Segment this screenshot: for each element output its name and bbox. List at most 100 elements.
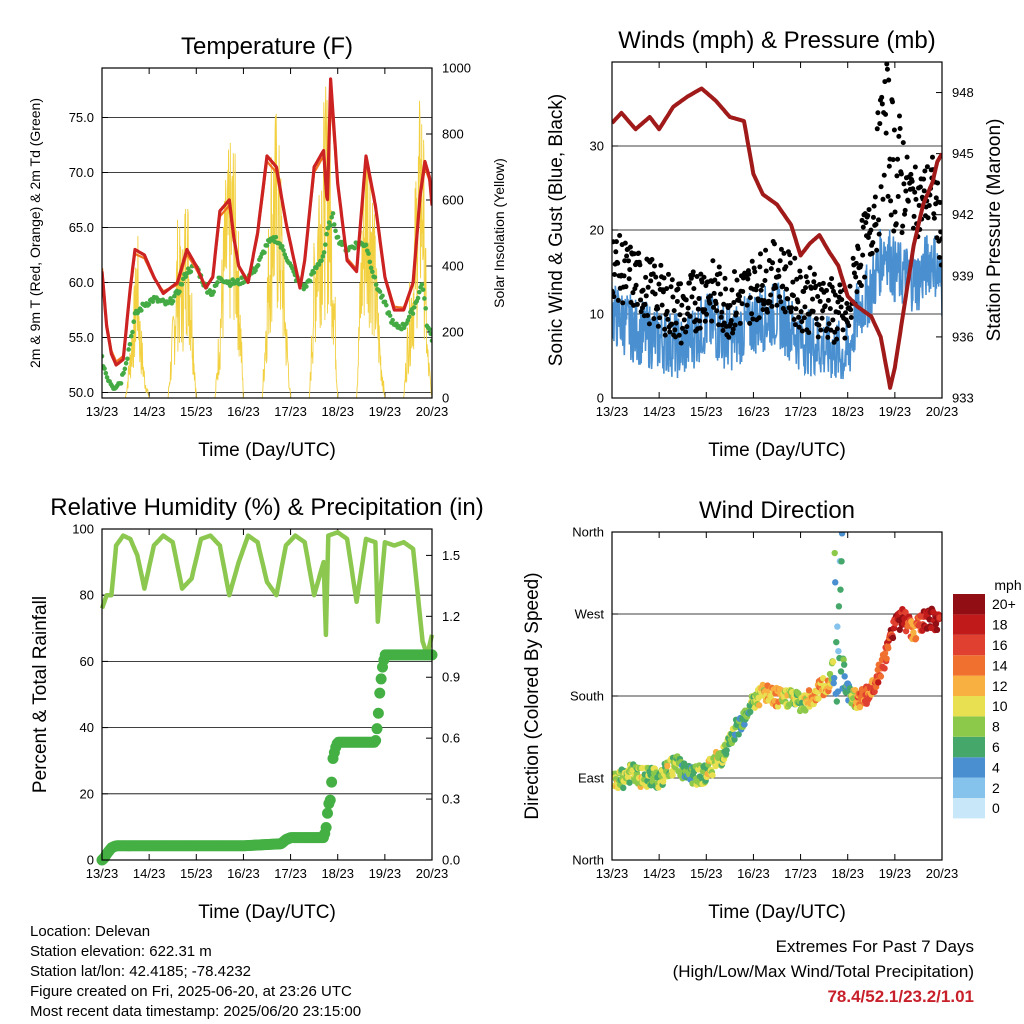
direction-point <box>834 688 842 695</box>
gust-point <box>882 79 888 85</box>
gust-point <box>912 189 918 195</box>
dewpoint-point <box>127 341 133 347</box>
gust-point <box>834 336 840 342</box>
gust-point <box>938 262 942 268</box>
sonic-wind-line <box>612 228 942 380</box>
legend-swatch <box>953 696 985 717</box>
gust-point <box>829 284 835 290</box>
x-tick-label: 14/23 <box>133 866 166 881</box>
x-tick-label: 13/23 <box>86 866 119 881</box>
gust-point <box>880 196 886 202</box>
gust-point <box>739 301 745 307</box>
direction-point <box>933 626 941 634</box>
direction-point <box>747 708 754 716</box>
y-tick-label: North <box>572 853 604 868</box>
dewpoint-point <box>377 289 383 294</box>
gust-point <box>931 215 937 221</box>
gust-point <box>792 322 798 328</box>
gust-point <box>866 207 872 213</box>
direction-point <box>837 668 845 675</box>
gust-point <box>874 247 880 253</box>
gust-point <box>623 284 629 290</box>
dewpoint-point <box>103 370 109 376</box>
y-tick-label-right: 0.0 <box>442 853 460 868</box>
dewpoint-point <box>121 370 126 376</box>
direction-point <box>831 549 838 557</box>
gust-point <box>865 234 871 240</box>
dewpoint-point <box>102 366 107 371</box>
gust-point <box>622 240 628 246</box>
y-axis-label: 2m & 9m T (Red, Orange) & 2m Td (Green) <box>27 98 43 368</box>
gust-point <box>921 188 927 194</box>
y-tick-label-right: 0.6 <box>442 731 460 746</box>
gust-point <box>895 156 901 162</box>
gust-point <box>789 305 795 311</box>
x-tick-label: 16/23 <box>227 866 260 881</box>
dewpoint-point <box>279 243 285 249</box>
dewpoint-point <box>419 282 425 287</box>
gust-point <box>731 269 737 275</box>
gust-point <box>879 94 885 100</box>
y-tick-label: 0 <box>87 853 94 868</box>
gust-point <box>764 309 770 315</box>
gust-point <box>729 287 735 293</box>
gust-point <box>791 293 796 299</box>
gust-point <box>664 308 670 314</box>
gust-point <box>839 297 845 303</box>
gust-point <box>702 318 708 324</box>
gust-point <box>687 313 693 319</box>
gust-point <box>655 323 661 329</box>
gust-point <box>750 316 756 322</box>
chart-title: Temperature (F) <box>181 33 353 60</box>
gust-point <box>717 271 723 277</box>
y-tick-label: 55.0 <box>69 330 94 345</box>
gust-point <box>643 293 649 299</box>
dewpoint-point <box>330 211 336 216</box>
gust-point <box>929 154 935 160</box>
x-tick-label: 17/23 <box>784 866 817 881</box>
x-tick-label: 16/23 <box>737 404 770 419</box>
gust-point <box>655 306 661 312</box>
panel-humidity: Relative Humidity (%) & Precipitation (i… <box>30 494 484 923</box>
gust-point <box>876 231 882 237</box>
gust-point <box>721 301 727 307</box>
legend-label: 4 <box>992 759 1000 775</box>
gust-point <box>643 274 649 280</box>
dewpoint-point <box>118 381 124 386</box>
speed-legend: mph 0 2 4 6 8 10 12 14 16 18 20+ <box>953 577 1022 819</box>
dewpoint-point <box>367 259 373 265</box>
direction-point <box>840 656 847 663</box>
gust-point <box>667 329 673 335</box>
legend-label: 2 <box>992 780 1000 796</box>
dewpoint-point <box>130 329 135 335</box>
gust-point <box>671 308 677 314</box>
gust-point <box>848 315 854 321</box>
y-tick-label: 10 <box>590 307 604 322</box>
gust-point <box>709 318 715 324</box>
direction-point <box>624 773 632 781</box>
gust-point <box>651 316 657 322</box>
y-tick-label-right: 400 <box>442 259 464 274</box>
gust-point <box>801 315 807 321</box>
dewpoint-point <box>125 356 130 362</box>
gust-point <box>636 250 642 256</box>
gust-point <box>638 309 644 315</box>
gust-point <box>631 251 637 257</box>
gust-point <box>834 326 840 332</box>
gust-point <box>679 325 685 331</box>
gust-point <box>685 305 691 311</box>
direction-point <box>883 655 890 662</box>
dewpoint-point <box>122 366 128 372</box>
direction-point <box>834 623 841 630</box>
gust-point <box>732 322 738 328</box>
gust-point <box>660 289 666 295</box>
gust-point <box>900 140 906 146</box>
gust-point <box>832 292 838 298</box>
y-tick-label: 40 <box>80 720 94 735</box>
gust-point <box>716 322 722 328</box>
x-tick-label: 17/23 <box>274 866 307 881</box>
y-tick-label: 20 <box>590 223 604 238</box>
plot-frame <box>101 67 433 399</box>
gust-point <box>853 274 859 280</box>
legend-label: 20+ <box>992 596 1016 612</box>
